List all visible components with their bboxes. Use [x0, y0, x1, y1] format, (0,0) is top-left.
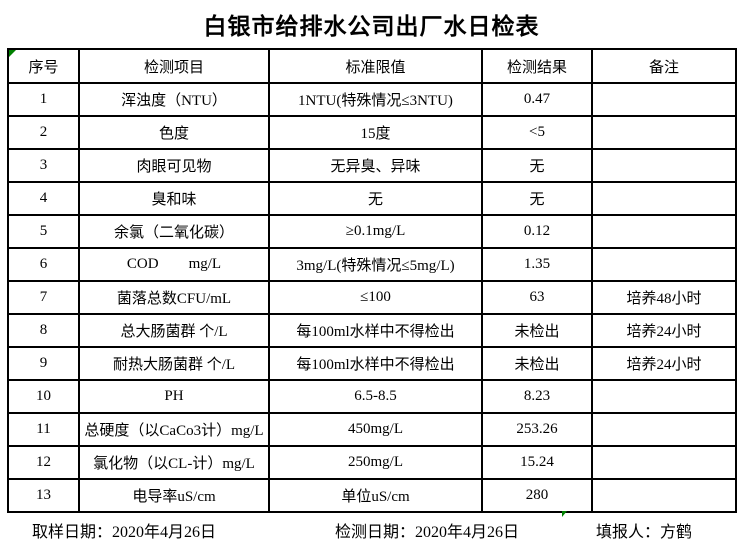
- inspection-table: 序号 检测项目 标准限值 检测结果 备注 1 浑浊度（NTU） 1NTU(特殊情…: [7, 48, 737, 513]
- sampling-date-label: 取样日期：2020年4月26日: [32, 524, 217, 541]
- cell-result: <5: [481, 115, 593, 150]
- cell-result: 280: [481, 478, 593, 513]
- cell-item: PH: [78, 379, 270, 414]
- cell-standard: 15度: [268, 115, 483, 150]
- cell-remark: [591, 379, 737, 414]
- cell-item: 总硬度（以CaCo3计）mg/L: [78, 412, 270, 447]
- cell-result: 0.47: [481, 82, 593, 117]
- cell-index: 5: [7, 214, 80, 249]
- test-date-label: 检测日期：2020年4月26日: [335, 524, 520, 541]
- table-row: 10 PH 6.5-8.5 8.23: [7, 379, 737, 414]
- cell-standard: 每100ml水样中不得检出: [268, 346, 483, 381]
- cell-result: 无: [481, 181, 593, 216]
- table-row: 11 总硬度（以CaCo3计）mg/L 450mg/L 253.26: [7, 412, 737, 447]
- cell-result: 1.35: [481, 247, 593, 282]
- cell-item: 菌落总数CFU/mL: [78, 280, 270, 315]
- page-title: 白银市给排水公司出厂水日检表: [203, 14, 540, 39]
- cell-item: 电导率uS/cm: [78, 478, 270, 513]
- table-row: 13 电导率uS/cm 单位uS/cm 280: [7, 478, 737, 513]
- reporter-label: 填报人：方鹤: [596, 524, 693, 541]
- cell-standard: 3mg/L(特殊情况≤5mg/L): [268, 247, 483, 282]
- cell-index: 6: [7, 247, 80, 282]
- cell-remark: [591, 214, 737, 249]
- table-row: 3 肉眼可见物 无异臭、异味 无: [7, 148, 737, 183]
- cell-remark: [591, 148, 737, 183]
- cell-remark: [591, 445, 737, 480]
- cell-item: 余氯（二氧化碳）: [78, 214, 270, 249]
- cell-index: 3: [7, 148, 80, 183]
- table-row: 9 耐热大肠菌群 个/L 每100ml水样中不得检出 未检出 培养24小时: [7, 346, 737, 381]
- cell-standard: 450mg/L: [268, 412, 483, 447]
- cell-item: 肉眼可见物: [78, 148, 270, 183]
- cell-result: 0.12: [481, 214, 593, 249]
- cell-item: 氯化物（以CL-计）mg/L: [78, 445, 270, 480]
- table-row: 4 臭和味 无 无: [7, 181, 737, 216]
- cell-remark: 培养24小时: [591, 346, 737, 381]
- table-row: 1 浑浊度（NTU） 1NTU(特殊情况≤3NTU) 0.47: [7, 82, 737, 117]
- excel-bottom-indicator-icon: [562, 511, 567, 517]
- cell-remark: [591, 82, 737, 117]
- cell-remark: [591, 115, 737, 150]
- cell-index: 13: [7, 478, 80, 513]
- cell-index: 7: [7, 280, 80, 315]
- cell-item: 总大肠菌群 个/L: [78, 313, 270, 348]
- table-row: 7 菌落总数CFU/mL ≤100 63 培养48小时: [7, 280, 737, 315]
- table-row: 6 COD mg/L 3mg/L(特殊情况≤5mg/L) 1.35: [7, 247, 737, 282]
- table-row: 5 余氯（二氧化碳） ≥0.1mg/L 0.12: [7, 214, 737, 249]
- header-remark: 备注: [591, 48, 737, 84]
- cell-standard: 1NTU(特殊情况≤3NTU): [268, 82, 483, 117]
- table-row: 8 总大肠菌群 个/L 每100ml水样中不得检出 未检出 培养24小时: [7, 313, 737, 348]
- cell-item: 色度: [78, 115, 270, 150]
- cell-index: 1: [7, 82, 80, 117]
- header-item: 检测项目: [78, 48, 270, 84]
- cell-index: 4: [7, 181, 80, 216]
- excel-corner-indicator-icon: [9, 50, 16, 57]
- cell-remark: 培养24小时: [591, 313, 737, 348]
- table-row: 2 色度 15度 <5: [7, 115, 737, 150]
- cell-index: 8: [7, 313, 80, 348]
- cell-remark: [591, 478, 737, 513]
- cell-item: 耐热大肠菌群 个/L: [78, 346, 270, 381]
- cell-index: 12: [7, 445, 80, 480]
- cell-item: COD mg/L: [78, 247, 270, 282]
- cell-remark: [591, 247, 737, 282]
- table-header-row: 序号 检测项目 标准限值 检测结果 备注: [7, 48, 737, 84]
- cell-result: 未检出: [481, 346, 593, 381]
- cell-standard: 每100ml水样中不得检出: [268, 313, 483, 348]
- header-index: 序号: [7, 48, 80, 84]
- cell-result: 63: [481, 280, 593, 315]
- cell-item: 臭和味: [78, 181, 270, 216]
- header-standard: 标准限值: [268, 48, 483, 84]
- cell-remark: 培养48小时: [591, 280, 737, 315]
- cell-standard: 无: [268, 181, 483, 216]
- cell-result: 15.24: [481, 445, 593, 480]
- cell-result: 8.23: [481, 379, 593, 414]
- cell-remark: [591, 412, 737, 447]
- cell-index: 10: [7, 379, 80, 414]
- cell-result: 253.26: [481, 412, 593, 447]
- cell-standard: ≤100: [268, 280, 483, 315]
- cell-index: 11: [7, 412, 80, 447]
- cell-standard: 6.5-8.5: [268, 379, 483, 414]
- cell-standard: 250mg/L: [268, 445, 483, 480]
- cell-standard: ≥0.1mg/L: [268, 214, 483, 249]
- cell-standard: 单位uS/cm: [268, 478, 483, 513]
- header-result: 检测结果: [481, 48, 593, 84]
- cell-result: 无: [481, 148, 593, 183]
- table-row: 12 氯化物（以CL-计）mg/L 250mg/L 15.24: [7, 445, 737, 480]
- cell-standard: 无异臭、异味: [268, 148, 483, 183]
- cell-remark: [591, 181, 737, 216]
- cell-result: 未检出: [481, 313, 593, 348]
- cell-index: 2: [7, 115, 80, 150]
- cell-item: 浑浊度（NTU）: [78, 82, 270, 117]
- cell-index: 9: [7, 346, 80, 381]
